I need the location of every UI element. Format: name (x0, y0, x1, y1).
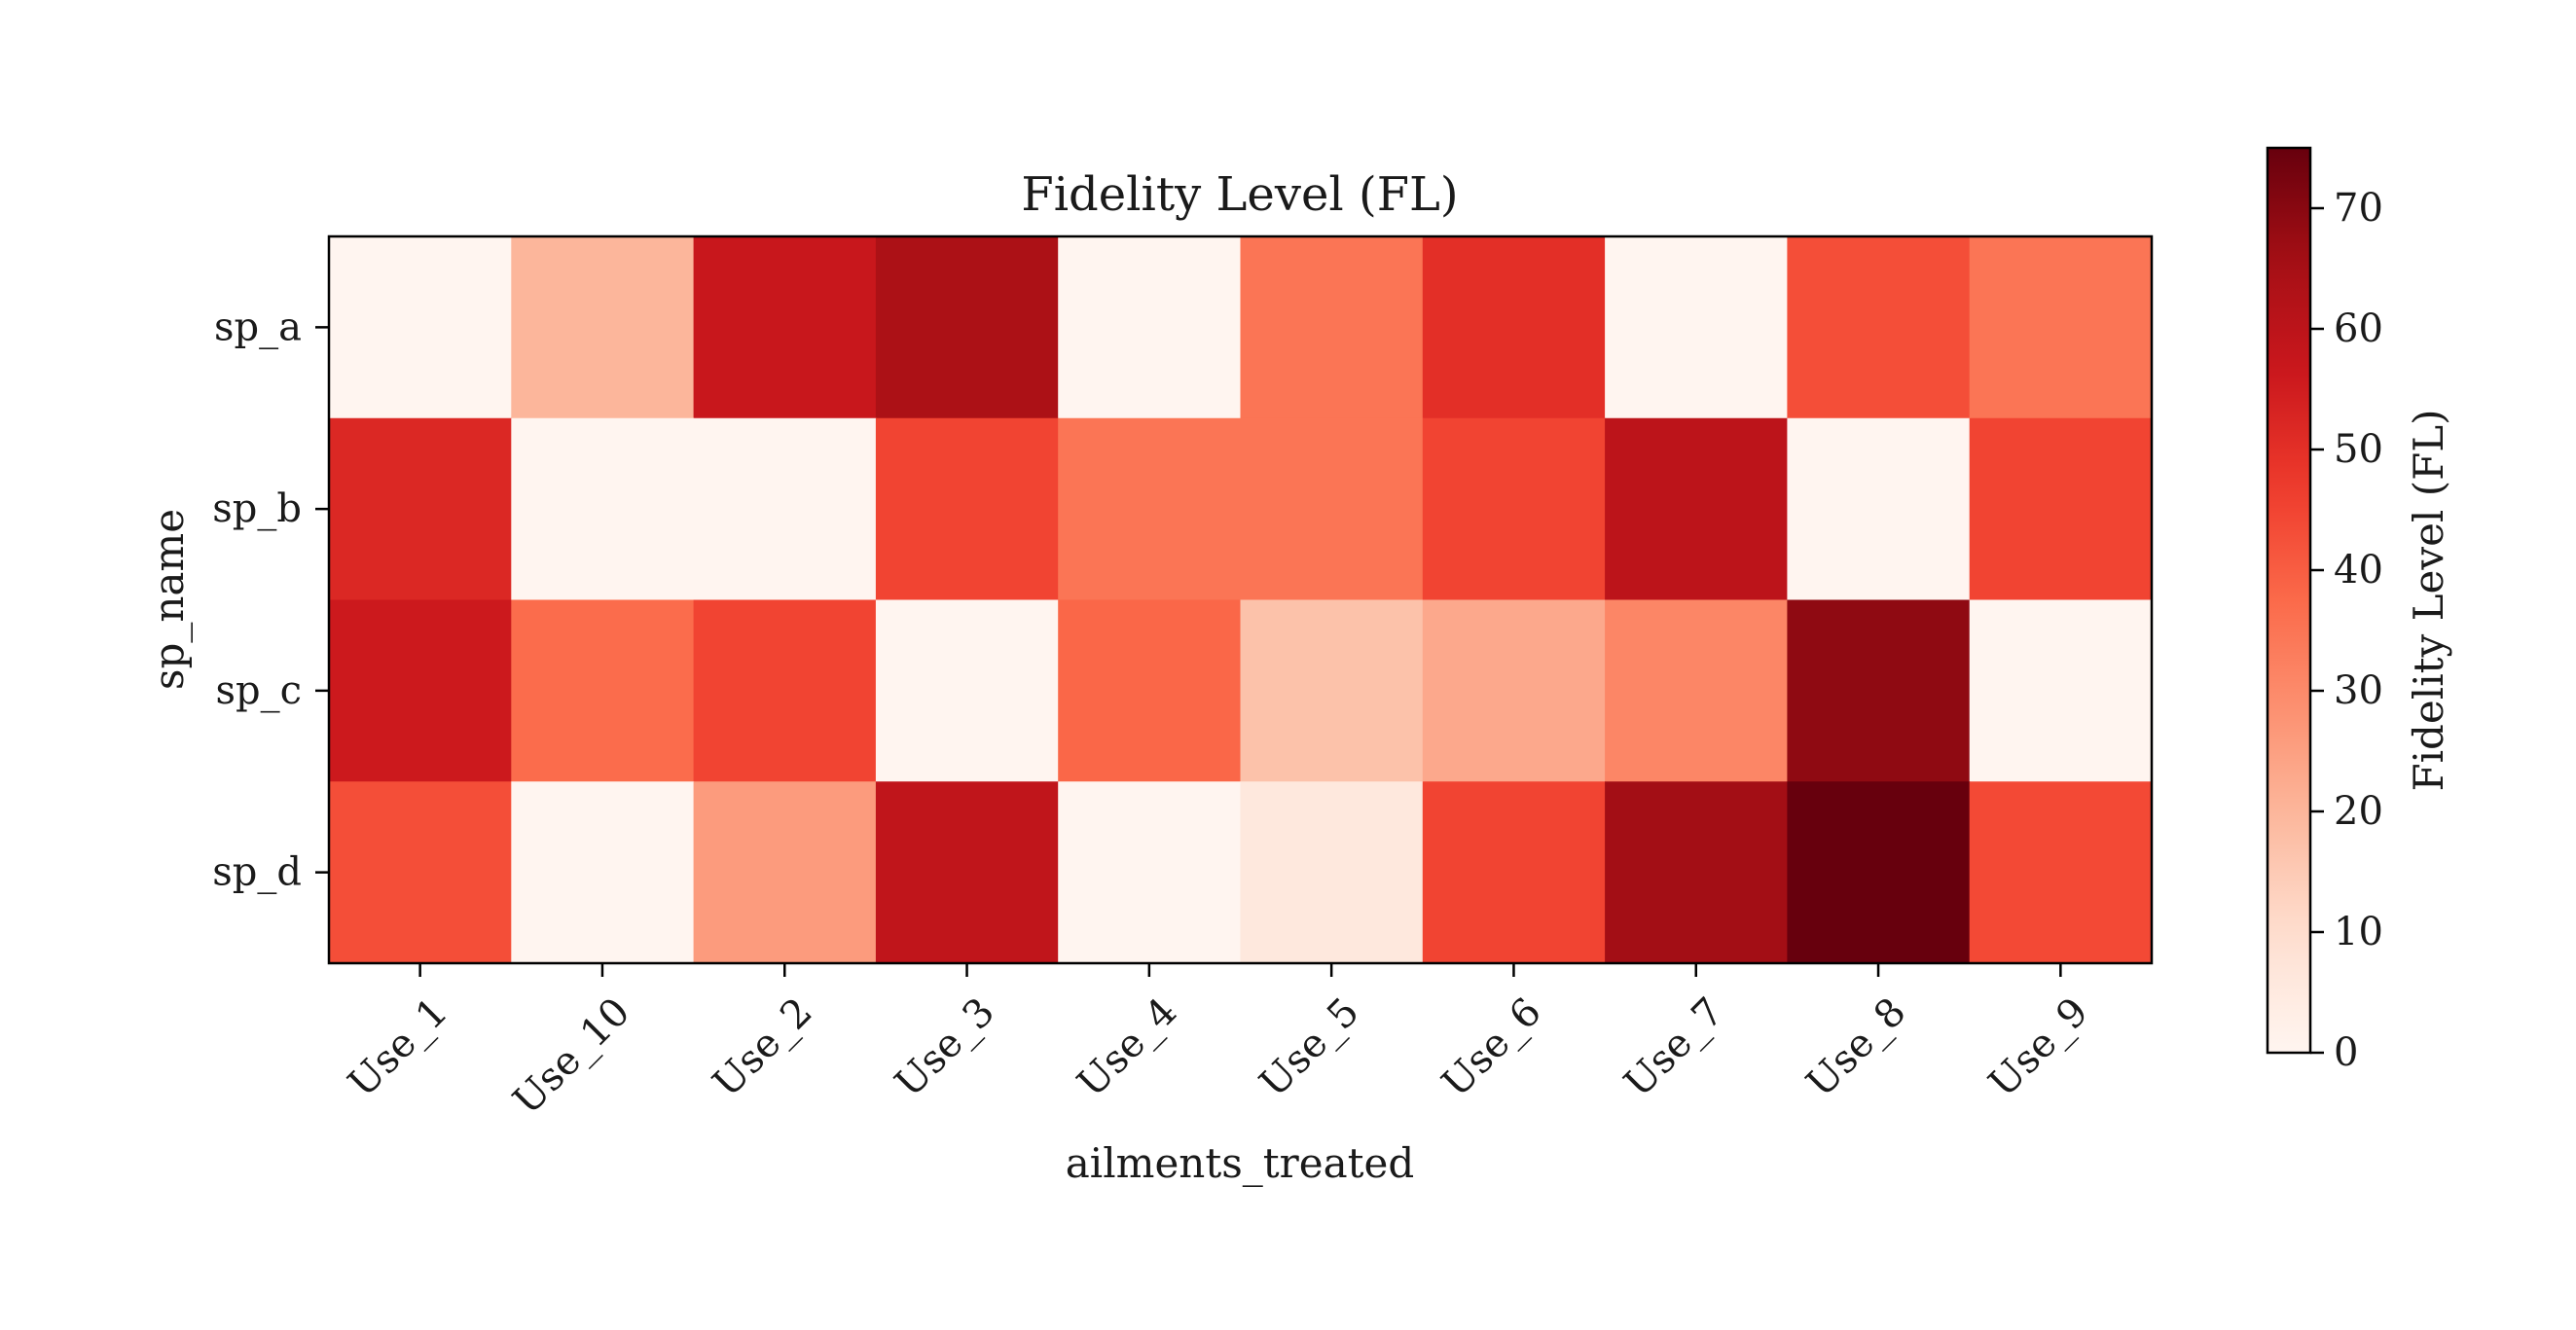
y-tick-label: sp_b (212, 486, 302, 531)
heatmap-cell (1422, 599, 1606, 782)
heatmap-cell (329, 417, 512, 601)
y-tick-label: sp_c (215, 668, 302, 713)
heatmap-cell (1058, 781, 1242, 964)
heatmap-cell (693, 781, 877, 964)
colorbar-label: Fidelity Level (FL) (2405, 409, 2452, 791)
heatmap-cell (1240, 236, 1424, 419)
heatmap-cell (329, 781, 512, 964)
heatmap-cell (1605, 781, 1788, 964)
heatmap-cell (693, 417, 877, 601)
heatmap-cell (1058, 417, 1242, 601)
colorbar-tick-label: 60 (2334, 306, 2383, 351)
x-tick-label: Use_10 (505, 989, 639, 1124)
x-tick-label: Use_2 (705, 989, 821, 1106)
x-tick-label: Use_7 (1615, 989, 1732, 1106)
x-axis-ticks: Use_1 Use_10 Use_2 Use_3 Use_4 Use_5 Use_6 Use_… (340, 963, 2097, 1124)
heatmap-cell (1240, 599, 1424, 782)
x-tick-label: Use_1 (340, 989, 456, 1106)
colorbar-tick-label: 0 (2334, 1030, 2358, 1075)
heatmap-cell (329, 599, 512, 782)
x-tick-label: Use_8 (1798, 989, 1915, 1106)
heatmap-cells (329, 236, 2153, 964)
x-tick-label: Use_5 (1252, 989, 1368, 1106)
heatmap-cell (511, 781, 695, 964)
heatmap-cell (1787, 236, 1971, 419)
heatmap-cell (1422, 236, 1606, 419)
heatmap-cell (693, 599, 877, 782)
heatmap-cell (693, 236, 877, 419)
heatmap-cell (1240, 781, 1424, 964)
heatmap-cell (875, 781, 1059, 964)
y-tick-label: sp_a (214, 305, 302, 349)
heatmap-cell (1422, 781, 1606, 964)
heatmap-cell (1787, 781, 1971, 964)
heatmap-cell (1969, 599, 2153, 782)
heatmap-cell (1422, 417, 1606, 601)
colorbar-tick-label: 30 (2334, 668, 2383, 713)
heatmap-cell (511, 236, 695, 419)
heatmap-cell (1058, 236, 1242, 419)
heatmap-cell (1787, 599, 1971, 782)
y-axis-ticks: sp_a sp_b sp_c sp_d (212, 305, 329, 895)
colorbar-tick-label: 70 (2334, 186, 2383, 231)
heatmap-cell (1969, 417, 2153, 601)
heatmap-cell (511, 599, 695, 782)
x-tick-label: Use_6 (1433, 989, 1550, 1106)
heatmap-cell (1240, 417, 1424, 601)
x-tick-label: Use_3 (887, 989, 1003, 1106)
heatmap-cell (875, 236, 1059, 419)
heatmap-cell (1605, 599, 1788, 782)
x-tick-label: Use_9 (1980, 989, 2097, 1106)
x-tick-label: Use_4 (1070, 989, 1186, 1106)
heatmap-cell (1969, 781, 2153, 964)
heatmap-cell (1969, 236, 2153, 419)
colorbar-ticks: 0 10 20 30 40 50 60 70 (2310, 186, 2383, 1075)
x-axis-title: ailments_treated (1066, 1139, 1415, 1187)
heatmap-cell (329, 236, 512, 419)
y-tick-label: sp_d (212, 850, 302, 895)
heatmap-cell (1605, 417, 1788, 601)
colorbar-tick-label: 50 (2334, 427, 2383, 472)
heatmap-cell (1787, 417, 1971, 601)
heatmap-cell (875, 599, 1059, 782)
colorbar-tick-label: 40 (2334, 548, 2383, 593)
heatmap-cell (875, 417, 1059, 601)
heatmap-cell (511, 417, 695, 601)
heatmap-cell (1605, 236, 1788, 419)
colorbar-tick-label: 10 (2334, 910, 2383, 954)
plot-frame (327, 234, 2154, 965)
chart-title: Fidelity Level (FL) (1021, 167, 1458, 222)
colorbar (2266, 146, 2312, 1055)
y-axis-title: sp_name (145, 509, 193, 690)
heatmap-cell (1058, 599, 1242, 782)
colorbar-tick-label: 20 (2334, 789, 2383, 834)
